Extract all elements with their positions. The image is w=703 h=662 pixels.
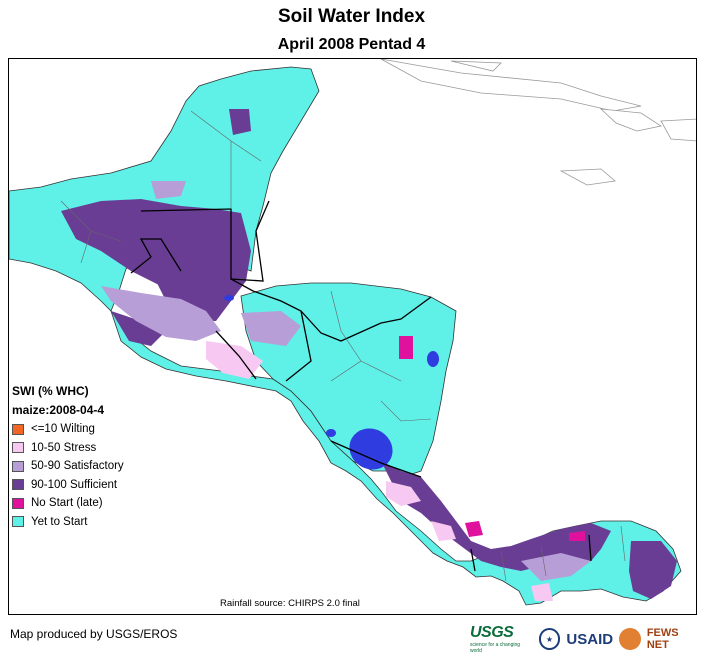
legend-label: No Start (late) (31, 497, 103, 510)
map-title: Soil Water Index (277, 6, 426, 27)
caribbean-islands (380, 59, 696, 186)
legend-item: No Start (late) (12, 494, 162, 513)
usaid-wordmark: USAID (566, 630, 614, 648)
legend-swatch (12, 442, 24, 454)
fewsnet-globe-icon (619, 628, 641, 650)
map-credit: Map produced by USGS/EROS (10, 627, 178, 641)
rainfall-source: Rainfall source: CHIRPS 2.0 final (220, 598, 360, 609)
legend-item: <=10 Wilting (12, 420, 162, 439)
legend-item: 50-90 Satisfactory (12, 457, 162, 476)
map-frame (8, 58, 697, 615)
legend-header-2: maize:2008-04-4 (12, 403, 105, 417)
map-subtitle: April 2008 Pentad 4 (277, 36, 426, 53)
legend-label: Yet to Start (31, 515, 88, 528)
fewsnet-wordmark: FEWS NET (646, 627, 679, 651)
logo-bar: USGS science for a changing world ★ USAI… (470, 622, 703, 656)
lakes (224, 295, 439, 470)
legend-swatch (12, 460, 24, 472)
swi-satisfactory-areas (101, 181, 591, 581)
legend-swatch (12, 479, 24, 491)
legend-label: 90-100 Sufficient (31, 478, 118, 491)
legend-item: 10-50 Stress (12, 439, 162, 458)
legend: SWI (% WHC) maize:2008-04-4 <=10 Wilting… (12, 382, 162, 531)
usgs-logo: USGS science for a changing world (470, 624, 533, 654)
legend-label: <=10 Wilting (31, 423, 95, 436)
map-canvas (9, 59, 696, 606)
swi-no-start-areas (399, 336, 585, 541)
legend-item: 90-100 Sufficient (12, 476, 162, 495)
legend-item: Yet to Start (12, 513, 162, 532)
legend-swatch (12, 497, 24, 509)
legend-label: 10-50 Stress (31, 441, 97, 454)
legend-header-1: SWI (% WHC) (12, 384, 89, 398)
usgs-tagline: science for a changing world (470, 642, 521, 654)
usgs-wordmark: USGS (470, 624, 514, 641)
usaid-seal-icon: ★ (538, 628, 561, 650)
country-borders (130, 200, 592, 572)
admin-boundaries (60, 110, 626, 582)
legend-label: 50-90 Satisfactory (31, 460, 124, 473)
legend-swatch (12, 423, 24, 435)
swi-sufficient-areas (61, 109, 677, 599)
legend-swatch (12, 516, 24, 528)
